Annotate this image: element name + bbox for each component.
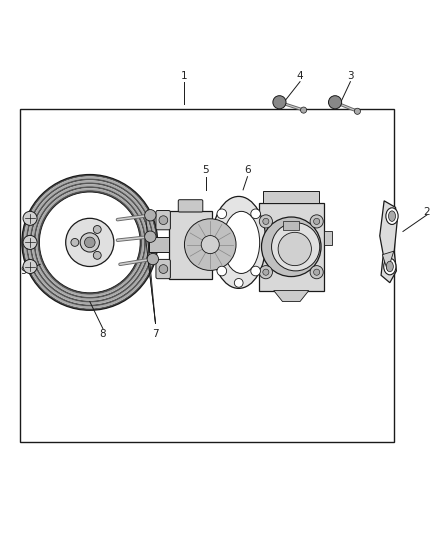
Wedge shape [28, 180, 152, 304]
FancyBboxPatch shape [283, 221, 299, 230]
FancyBboxPatch shape [259, 203, 324, 290]
Text: 7: 7 [152, 329, 159, 340]
Polygon shape [274, 290, 309, 302]
Text: 4: 4 [297, 71, 304, 81]
FancyBboxPatch shape [149, 237, 169, 253]
Text: 2: 2 [424, 207, 431, 217]
Ellipse shape [223, 212, 260, 273]
Circle shape [23, 260, 37, 273]
FancyBboxPatch shape [156, 260, 170, 279]
Circle shape [217, 266, 226, 276]
Bar [20, 109, 394, 442]
Ellipse shape [212, 197, 266, 288]
Circle shape [80, 233, 99, 252]
Circle shape [23, 236, 37, 249]
Text: 1: 1 [180, 71, 187, 81]
Wedge shape [35, 188, 144, 297]
Wedge shape [22, 174, 158, 310]
Wedge shape [24, 176, 156, 309]
Text: 8: 8 [99, 329, 106, 340]
Circle shape [263, 269, 269, 275]
Circle shape [159, 265, 168, 273]
Circle shape [354, 108, 360, 115]
Wedge shape [30, 182, 150, 303]
Circle shape [93, 252, 101, 259]
Circle shape [300, 107, 307, 113]
Circle shape [278, 232, 311, 265]
Text: 6: 6 [244, 165, 251, 175]
Circle shape [314, 269, 320, 275]
Circle shape [145, 231, 156, 243]
Ellipse shape [386, 261, 393, 272]
Circle shape [272, 223, 320, 271]
Circle shape [251, 209, 261, 219]
Polygon shape [380, 201, 397, 282]
Wedge shape [32, 184, 148, 301]
Text: 5: 5 [202, 165, 209, 175]
Circle shape [145, 209, 156, 221]
Circle shape [251, 266, 261, 276]
Circle shape [85, 237, 95, 248]
Circle shape [261, 217, 321, 277]
FancyBboxPatch shape [324, 231, 332, 245]
Circle shape [234, 279, 243, 287]
Circle shape [310, 265, 323, 279]
Circle shape [71, 238, 79, 246]
Circle shape [259, 215, 272, 228]
Circle shape [328, 96, 342, 109]
Circle shape [259, 265, 272, 279]
Circle shape [184, 219, 236, 270]
Wedge shape [34, 186, 146, 298]
FancyBboxPatch shape [178, 200, 203, 212]
Ellipse shape [389, 211, 396, 221]
Circle shape [93, 225, 101, 233]
Circle shape [201, 236, 219, 254]
Text: 9: 9 [21, 266, 28, 276]
FancyBboxPatch shape [156, 211, 170, 230]
Circle shape [273, 96, 286, 109]
Circle shape [159, 216, 168, 224]
Circle shape [263, 219, 269, 224]
Circle shape [310, 215, 323, 228]
Circle shape [147, 253, 159, 265]
Ellipse shape [386, 208, 398, 224]
Wedge shape [26, 179, 154, 306]
Circle shape [217, 209, 226, 219]
Circle shape [314, 219, 320, 224]
FancyBboxPatch shape [263, 191, 319, 203]
Circle shape [66, 219, 114, 266]
Ellipse shape [384, 258, 396, 275]
Polygon shape [382, 251, 394, 271]
Text: 3: 3 [347, 71, 354, 81]
FancyBboxPatch shape [169, 211, 212, 279]
Circle shape [23, 211, 37, 225]
Wedge shape [38, 190, 142, 295]
